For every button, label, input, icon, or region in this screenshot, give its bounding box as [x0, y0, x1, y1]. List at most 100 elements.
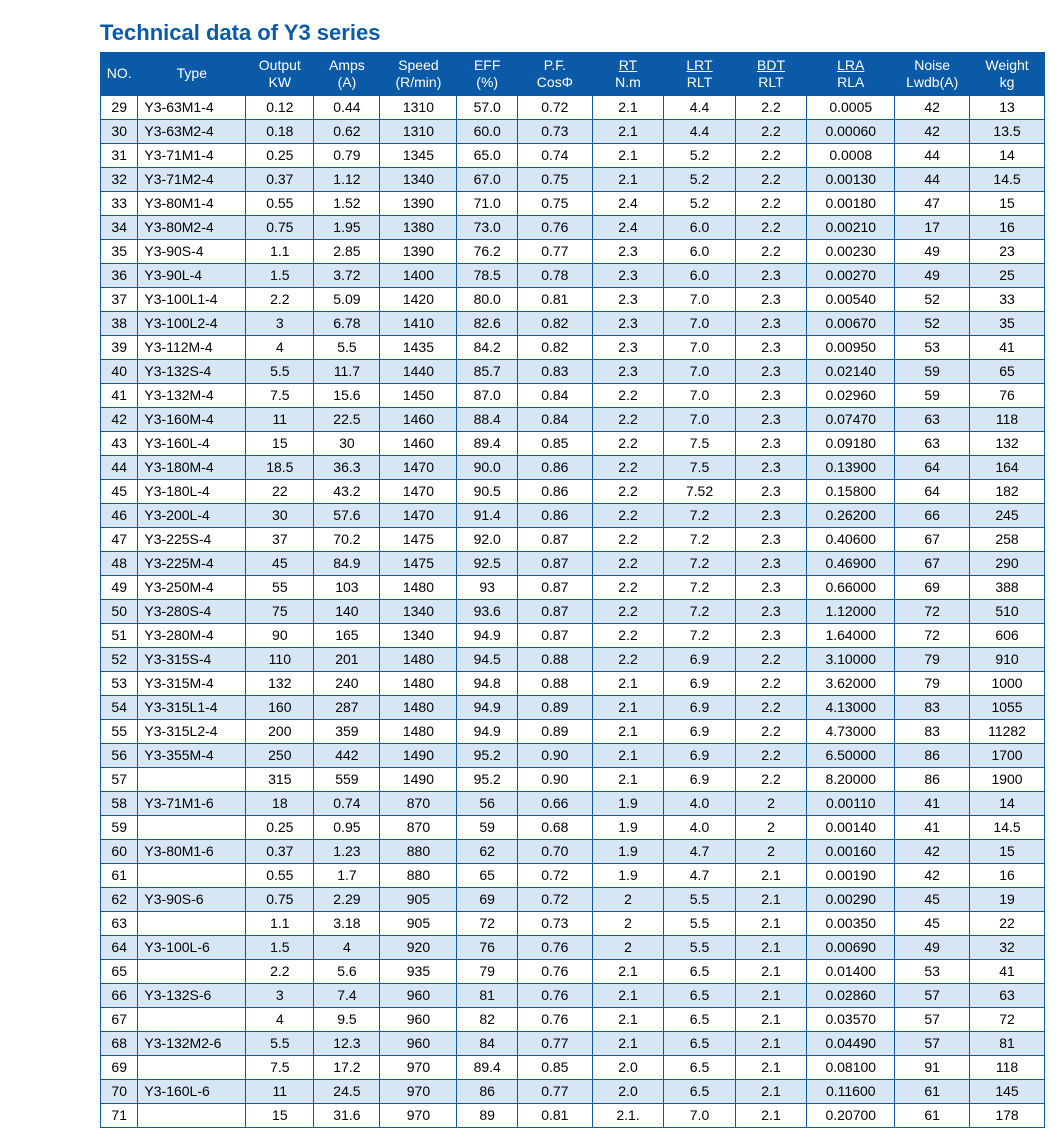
col-type: Type	[138, 53, 246, 96]
cell-speed: 1460	[380, 431, 457, 455]
cell-amps: 0.79	[314, 143, 380, 167]
cell-output: 45	[246, 551, 314, 575]
cell-amps: 22.5	[314, 407, 380, 431]
cell-bdt: 2.2	[735, 215, 807, 239]
cell-speed: 1440	[380, 359, 457, 383]
col-eff: EFF(%)	[457, 53, 518, 96]
cell-type: Y3-90L-4	[138, 263, 246, 287]
cell-amps: 1.12	[314, 167, 380, 191]
table-row: 66Y3-132S-637.4960810.762.16.52.10.02860…	[101, 983, 1045, 1007]
cell-rt: 2.1	[592, 719, 664, 743]
cell-bdt: 2.3	[735, 599, 807, 623]
cell-eff: 65.0	[457, 143, 518, 167]
cell-type: Y3-90S-6	[138, 887, 246, 911]
cell-no: 70	[101, 1079, 138, 1103]
cell-weight: 1000	[970, 671, 1045, 695]
cell-output: 0.55	[246, 863, 314, 887]
cell-no: 52	[101, 647, 138, 671]
cell-lra: 0.00230	[807, 239, 895, 263]
cell-output: 55	[246, 575, 314, 599]
cell-no: 47	[101, 527, 138, 551]
cell-noise: 49	[895, 263, 970, 287]
cell-bdt: 2	[735, 791, 807, 815]
cell-type	[138, 959, 246, 983]
cell-speed: 905	[380, 887, 457, 911]
cell-lra: 0.00160	[807, 839, 895, 863]
cell-pf: 0.78	[517, 263, 592, 287]
cell-type: Y3-315L1-4	[138, 695, 246, 719]
cell-amps: 1.7	[314, 863, 380, 887]
cell-eff: 90.0	[457, 455, 518, 479]
cell-pf: 0.76	[517, 935, 592, 959]
cell-output: 2.2	[246, 287, 314, 311]
cell-weight: 11282	[970, 719, 1045, 743]
cell-eff: 88.4	[457, 407, 518, 431]
cell-type: Y3-80M1-6	[138, 839, 246, 863]
cell-pf: 0.66	[517, 791, 592, 815]
cell-weight: 33	[970, 287, 1045, 311]
cell-no: 69	[101, 1055, 138, 1079]
cell-weight: 13	[970, 95, 1045, 119]
table-row: 49Y3-250M-4551031480930.872.27.22.30.660…	[101, 575, 1045, 599]
cell-amps: 2.85	[314, 239, 380, 263]
cell-type	[138, 1007, 246, 1031]
cell-lrt: 6.9	[664, 719, 736, 743]
cell-weight: 910	[970, 647, 1045, 671]
cell-lrt: 7.2	[664, 623, 736, 647]
cell-weight: 606	[970, 623, 1045, 647]
data-table: NO. Type OutputKW Amps(A) Speed(R/min) E…	[100, 52, 1045, 1128]
col-lra: LRARLA	[807, 53, 895, 96]
cell-lrt: 4.4	[664, 95, 736, 119]
table-row: 631.13.18905720.7325.52.10.003504522	[101, 911, 1045, 935]
cell-output: 30	[246, 503, 314, 527]
cell-bdt: 2.3	[735, 335, 807, 359]
cell-lrt: 6.5	[664, 1079, 736, 1103]
cell-pf: 0.90	[517, 743, 592, 767]
cell-noise: 41	[895, 791, 970, 815]
cell-speed: 960	[380, 1031, 457, 1055]
cell-noise: 42	[895, 119, 970, 143]
cell-weight: 178	[970, 1103, 1045, 1127]
cell-noise: 45	[895, 911, 970, 935]
cell-type: Y3-63M2-4	[138, 119, 246, 143]
cell-eff: 89.4	[457, 1055, 518, 1079]
cell-noise: 72	[895, 599, 970, 623]
cell-output: 15	[246, 431, 314, 455]
table-row: 47Y3-225S-43770.2147592.00.872.27.22.30.…	[101, 527, 1045, 551]
cell-rt: 2.3	[592, 263, 664, 287]
table-body: 29Y3-63M1-40.120.44131057.00.722.14.42.2…	[101, 95, 1045, 1127]
cell-noise: 61	[895, 1079, 970, 1103]
table-row: 60Y3-80M1-60.371.23880620.701.94.720.001…	[101, 839, 1045, 863]
cell-weight: 22	[970, 911, 1045, 935]
cell-pf: 0.87	[517, 575, 592, 599]
cell-bdt: 2.3	[735, 623, 807, 647]
cell-eff: 78.5	[457, 263, 518, 287]
table-row: 51Y3-280M-490165134094.90.872.27.22.31.6…	[101, 623, 1045, 647]
cell-noise: 44	[895, 167, 970, 191]
cell-pf: 0.89	[517, 719, 592, 743]
cell-bdt: 2.1	[735, 1055, 807, 1079]
cell-eff: 92.5	[457, 551, 518, 575]
col-bdt: BDTRLT	[735, 53, 807, 96]
cell-type	[138, 863, 246, 887]
cell-lra: 0.20700	[807, 1103, 895, 1127]
cell-output: 22	[246, 479, 314, 503]
cell-noise: 59	[895, 359, 970, 383]
cell-eff: 94.9	[457, 719, 518, 743]
cell-lrt: 7.0	[664, 287, 736, 311]
cell-output: 37	[246, 527, 314, 551]
cell-eff: 91.4	[457, 503, 518, 527]
cell-rt: 2.2	[592, 623, 664, 647]
cell-rt: 2.1	[592, 1007, 664, 1031]
cell-amps: 15.6	[314, 383, 380, 407]
cell-speed: 1490	[380, 743, 457, 767]
cell-speed: 1475	[380, 551, 457, 575]
cell-pf: 0.86	[517, 455, 592, 479]
cell-eff: 69	[457, 887, 518, 911]
cell-output: 0.12	[246, 95, 314, 119]
cell-lrt: 7.0	[664, 311, 736, 335]
cell-pf: 0.70	[517, 839, 592, 863]
cell-bdt: 2.2	[735, 695, 807, 719]
cell-noise: 83	[895, 719, 970, 743]
cell-eff: 76	[457, 935, 518, 959]
